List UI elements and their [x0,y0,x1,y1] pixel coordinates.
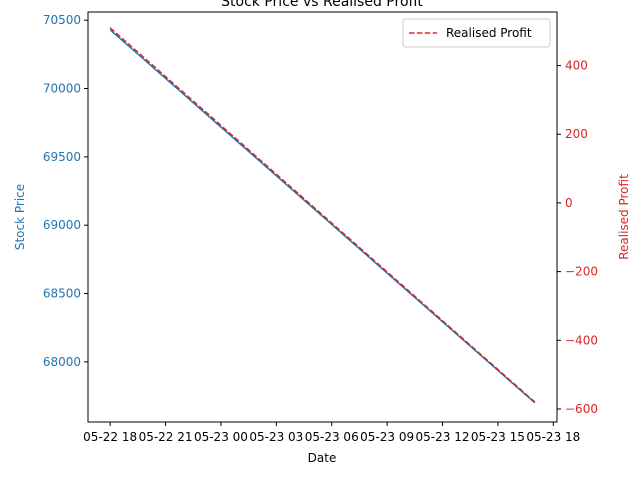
x-tick-label: 05-23 09 [360,430,414,444]
y-left-tick-label: 69500 [43,150,81,164]
y-left-tick-label: 70000 [43,82,81,96]
plot-frame [87,11,558,423]
x-tick-label: 05-23 00 [194,430,248,444]
y-left-tick-label: 70500 [43,13,81,27]
y-left-tick-label: 68000 [43,355,81,369]
legend-label: Realised Profit [446,26,532,40]
plot-border [87,11,558,423]
x-tick-label: 05-23 12 [416,430,470,444]
y-right-tick-label: −600 [565,402,598,416]
y-right-tick-label: 0 [565,196,573,210]
chart-title: Stock Price vs Realised Profit [221,0,423,10]
y-axis-right: −600 −400 −200 0 200 400 [557,59,598,416]
x-tick-label: 05-23 06 [305,430,359,444]
legend-box [402,18,551,48]
x-tick-label: 05-22 21 [139,430,193,444]
x-tick-label: 05-22 18 [83,430,137,444]
y-right-tick-label: 400 [565,59,588,73]
y-axis-right-label: Realised Profit [617,174,631,260]
y-axis-left: 68000 68500 69000 69500 70000 70500 [43,13,88,369]
y-right-tick-label: −200 [565,265,598,279]
series-line-stock-price [109,29,536,404]
series-layer [109,27,536,404]
x-axis: 05-22 18 05-22 21 05-23 00 05-23 03 05-23 06… [83,422,580,444]
x-tick-label: 05-23 15 [471,430,525,444]
x-axis-label: Date [308,451,337,465]
x-tick-label: 05-23 03 [249,430,303,444]
legend: Realised Profit [402,18,551,48]
y-right-tick-label: 200 [565,127,588,141]
x-tick-label: 05-23 18 [526,430,580,444]
y-left-tick-label: 69000 [43,218,81,232]
y-right-tick-label: −400 [565,333,598,347]
y-left-tick-label: 68500 [43,287,81,301]
y-axis-left-label: Stock Price [13,184,27,250]
